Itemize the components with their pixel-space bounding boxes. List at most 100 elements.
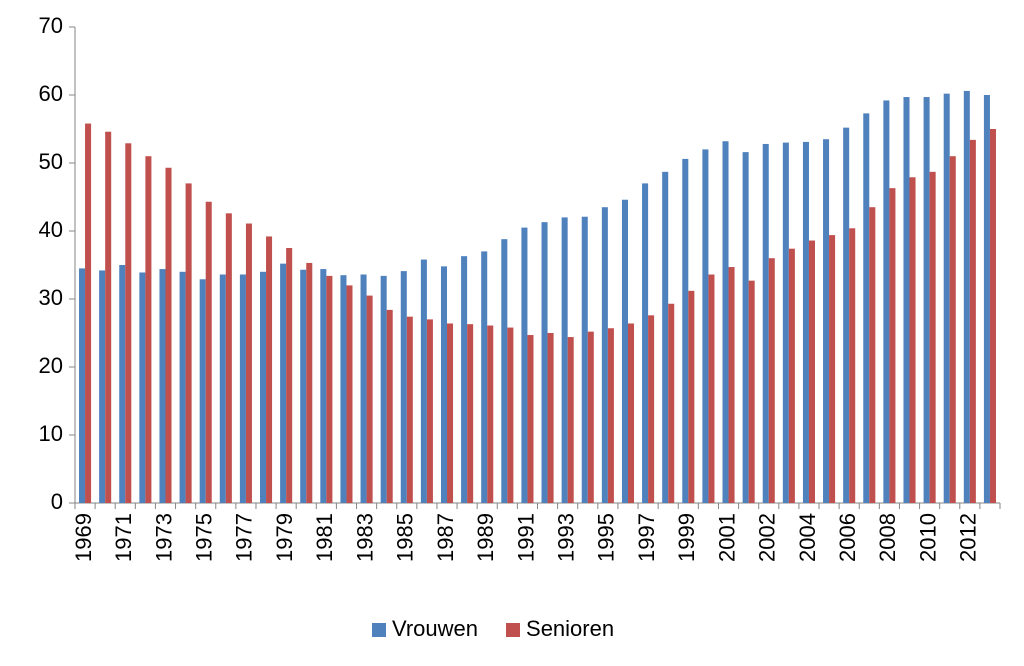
bar (320, 269, 327, 503)
bar (627, 323, 635, 503)
bar (179, 271, 186, 503)
bar (199, 279, 206, 503)
bar (642, 183, 649, 503)
bar (527, 335, 534, 503)
bar (823, 139, 830, 503)
bar (963, 90, 970, 504)
bar (869, 207, 876, 503)
bar (903, 97, 910, 503)
x-tick-label: 2006 (835, 513, 860, 562)
bar (829, 235, 836, 503)
bar (722, 141, 729, 504)
legend-swatch (372, 623, 386, 637)
x-tick-label: 1997 (634, 513, 659, 562)
x-tick-label: 1991 (513, 513, 538, 562)
bar (105, 131, 112, 503)
legend-label: Vrouwen (392, 616, 478, 641)
bar (426, 319, 433, 503)
bar (326, 275, 333, 503)
x-tick-label: 1973 (151, 513, 176, 562)
bar (883, 100, 890, 503)
bar (306, 262, 313, 503)
x-tick-label: 1993 (553, 513, 578, 562)
bar (406, 316, 413, 503)
x-tick-label: 2004 (795, 513, 820, 562)
bar (360, 274, 367, 503)
bar (420, 259, 427, 503)
x-tick-label: 1999 (674, 513, 699, 562)
bar (507, 327, 514, 503)
x-tick-label: 1995 (594, 513, 619, 562)
bar (728, 267, 735, 503)
bar (386, 309, 393, 503)
bar (607, 328, 614, 503)
bar (682, 158, 689, 504)
bar (581, 216, 588, 503)
bar (286, 248, 293, 503)
x-tick-label: 1987 (433, 513, 458, 562)
bar (461, 256, 468, 503)
bar (808, 240, 815, 503)
x-tick-label: 1971 (111, 513, 136, 562)
bar (889, 188, 896, 503)
y-tick-label: 0 (51, 489, 63, 514)
x-tick-label: 2002 (755, 513, 780, 562)
x-tick-label: 1985 (393, 513, 418, 562)
bar (185, 183, 192, 503)
x-tick-label: 2012 (956, 513, 981, 562)
x-tick-label: 1975 (192, 513, 217, 562)
bar (989, 129, 996, 503)
y-tick-label: 50 (39, 149, 63, 174)
bar (79, 268, 86, 503)
bar (239, 274, 246, 503)
bar (165, 167, 172, 503)
y-tick-label: 30 (39, 285, 63, 310)
bar (260, 271, 267, 503)
bar (300, 269, 307, 503)
legend-label: Senioren (526, 616, 614, 641)
bar (762, 143, 769, 503)
bar (782, 142, 789, 503)
y-tick-label: 60 (39, 81, 63, 106)
bar (949, 156, 956, 503)
bar (748, 280, 755, 503)
bar (923, 97, 930, 503)
bar (668, 303, 675, 503)
x-tick-label: 1977 (232, 513, 257, 562)
x-tick-label: 1969 (71, 513, 96, 562)
bar (481, 251, 488, 503)
bar (943, 93, 950, 503)
bar (983, 95, 990, 503)
bar (708, 274, 715, 503)
bar (501, 239, 508, 503)
bar (802, 141, 809, 504)
bar (245, 223, 252, 503)
bar (280, 263, 287, 503)
bar (929, 171, 936, 503)
bar (225, 213, 232, 503)
bar (99, 270, 106, 503)
bar (366, 295, 373, 503)
bar (648, 315, 655, 503)
bar (742, 152, 749, 503)
bar (205, 201, 212, 503)
y-tick-label: 70 (39, 13, 63, 38)
bar (863, 113, 870, 504)
bar (843, 127, 850, 503)
x-tick-label: 1983 (352, 513, 377, 562)
bar (688, 290, 695, 503)
bar (346, 285, 353, 503)
bar (467, 324, 474, 503)
bar (440, 266, 448, 503)
y-tick-label: 20 (39, 353, 63, 378)
bar (702, 149, 709, 503)
bar (219, 274, 226, 503)
bar (85, 123, 92, 503)
x-tick-label: 2008 (875, 513, 900, 562)
bar (788, 248, 795, 503)
bar (380, 275, 387, 503)
bar (125, 143, 132, 503)
x-tick-label: 1981 (312, 513, 337, 562)
bar (621, 199, 628, 503)
